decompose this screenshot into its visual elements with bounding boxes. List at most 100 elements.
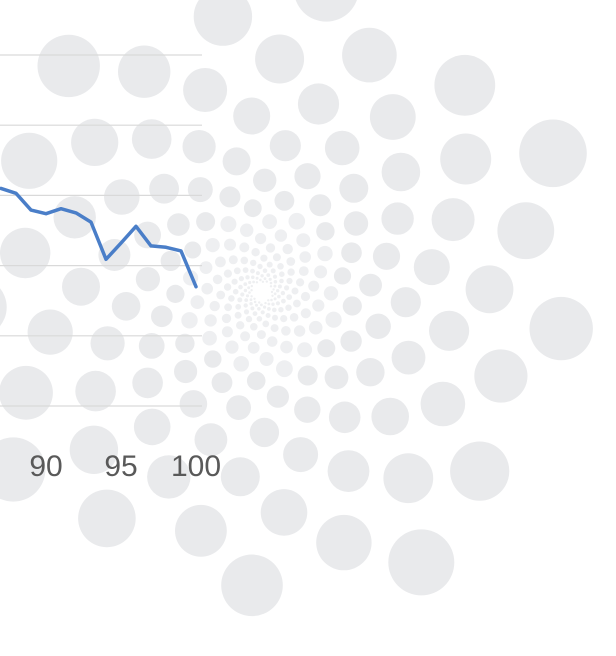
deco-dot [263,305,267,309]
deco-dot [250,259,257,267]
deco-dot [256,330,266,340]
deco-dot [240,292,245,297]
deco-dot [262,268,268,274]
deco-dot [250,306,255,311]
deco-dot [253,297,256,300]
deco-dot [251,248,260,257]
deco-dot [231,278,238,285]
deco-dot [267,307,271,311]
deco-dot [271,302,275,306]
deco-dot [253,168,277,192]
deco-dot [381,152,421,192]
deco-dot [244,298,249,302]
deco-dot [280,340,293,354]
deco-dot [284,285,290,291]
deco-dot [250,268,255,274]
deco-dot [62,267,100,306]
deco-dot [259,352,274,366]
deco-dot [300,291,311,302]
deco-dot [324,365,349,390]
deco-dot [223,269,232,278]
deco-dot [243,199,262,218]
deco-dot [151,305,173,328]
deco-dot [243,309,250,315]
deco-dot [181,312,198,329]
deco-dot [266,336,278,347]
deco-dot [273,284,277,288]
deco-dot [238,284,243,290]
deco-dot [131,119,172,159]
deco-dot [286,257,296,266]
deco-dot [260,303,263,307]
deco-dot [135,267,160,292]
deco-dot [247,341,260,354]
deco-dot [286,294,293,300]
deco-dot [298,266,309,276]
deco-dot [237,297,243,303]
deco-dot [202,330,217,346]
deco-dot [248,280,252,285]
deco-dot [299,251,312,263]
deco-dot [266,273,271,277]
deco-dot [297,342,313,358]
deco-dot [317,339,336,358]
deco-dot [27,309,73,355]
deco-dot [253,300,257,304]
deco-dot [277,294,281,299]
deco-dot [261,280,265,283]
deco-dot [260,274,264,278]
deco-dot [182,130,216,164]
background-dots [0,0,593,617]
deco-dot [267,299,270,302]
deco-dot [342,296,362,316]
deco-dot [221,554,283,617]
deco-dot [268,277,272,281]
deco-dot [271,294,274,297]
deco-dot [273,280,278,284]
deco-dot [381,202,414,235]
deco-dot [257,263,263,270]
deco-dot [242,267,249,273]
deco-dot [255,281,259,284]
x-tick-label: 95 [104,450,137,483]
deco-dot [249,298,253,302]
deco-dot [272,274,278,279]
deco-dot [250,289,253,292]
deco-dot [78,489,136,548]
deco-dot [282,243,293,255]
deco-dot [134,221,162,249]
deco-dot [175,504,227,557]
deco-dot [285,304,292,311]
deco-dot [279,271,285,278]
deco-dot [276,360,293,378]
deco-dot [277,263,284,270]
deco-dot [327,450,370,492]
deco-dot [175,333,195,354]
deco-dot [249,302,253,306]
deco-dot [204,350,222,368]
deco-dot [420,381,466,427]
deco-dot [204,314,217,327]
deco-dot [365,313,391,339]
deco-dot [343,211,369,236]
deco-dot [274,190,295,211]
deco-dot [529,296,593,361]
deco-dot [294,163,321,190]
deco-dot [270,298,273,302]
deco-dot [277,284,282,289]
deco-dot [255,303,258,307]
deco-dot [209,300,220,312]
deco-dot [183,68,228,112]
deco-dot [265,313,271,318]
deco-dot [270,324,279,333]
deco-dot [133,408,171,446]
deco-dot [138,333,165,359]
deco-dot [239,242,250,253]
deco-dot [258,301,261,304]
deco-dot [339,173,369,203]
deco-dot [184,241,202,259]
deco-dot [53,196,96,239]
deco-dot [226,395,252,420]
deco-dot [212,274,223,285]
